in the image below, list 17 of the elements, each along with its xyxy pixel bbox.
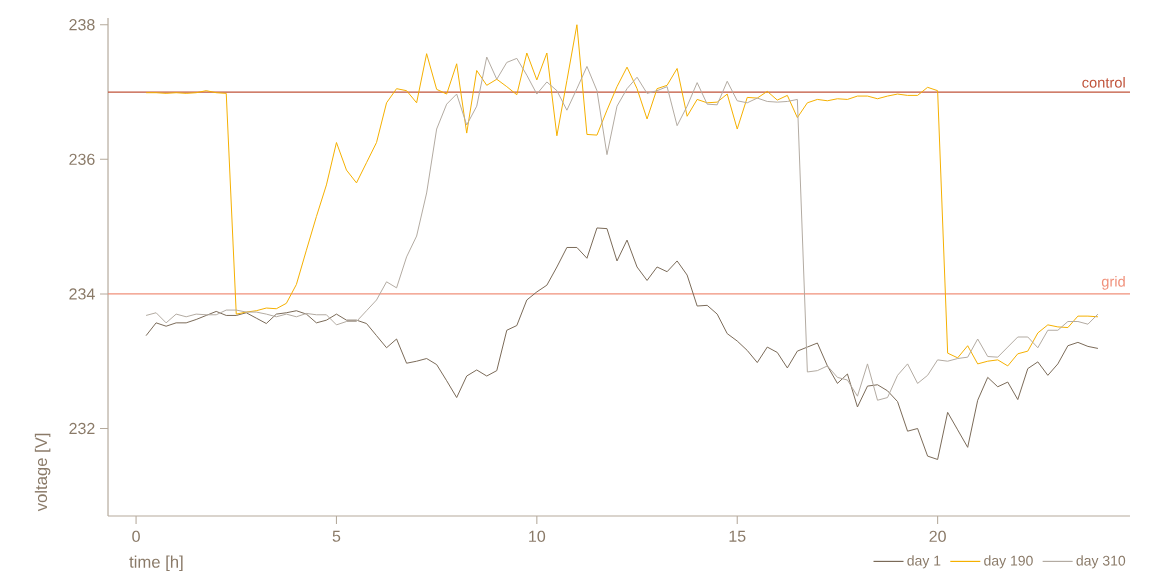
legend-label: day 310 [1076,555,1126,569]
y-tick-label: 232 [69,422,95,435]
legend-label: day 1 [907,555,941,569]
y-tick-label: 238 [69,19,95,31]
ref-line-label: grid [1101,275,1125,290]
y-axis-title: voltage [V] [34,433,51,512]
x-tick-label: 5 [332,530,341,542]
x-tick-label: 20 [929,530,946,543]
line-series [145,227,1099,460]
x-tick-label: 15 [729,530,746,542]
y-tick-label: 236 [69,153,95,165]
legend-label: day 190 [984,555,1033,569]
ref-line-label: control [1082,77,1125,88]
x-axis-title: time [h] [129,555,183,572]
x-tick-label: 0 [132,530,140,543]
y-tick-label: 234 [69,288,95,300]
x-tick-label: 10 [529,530,546,543]
